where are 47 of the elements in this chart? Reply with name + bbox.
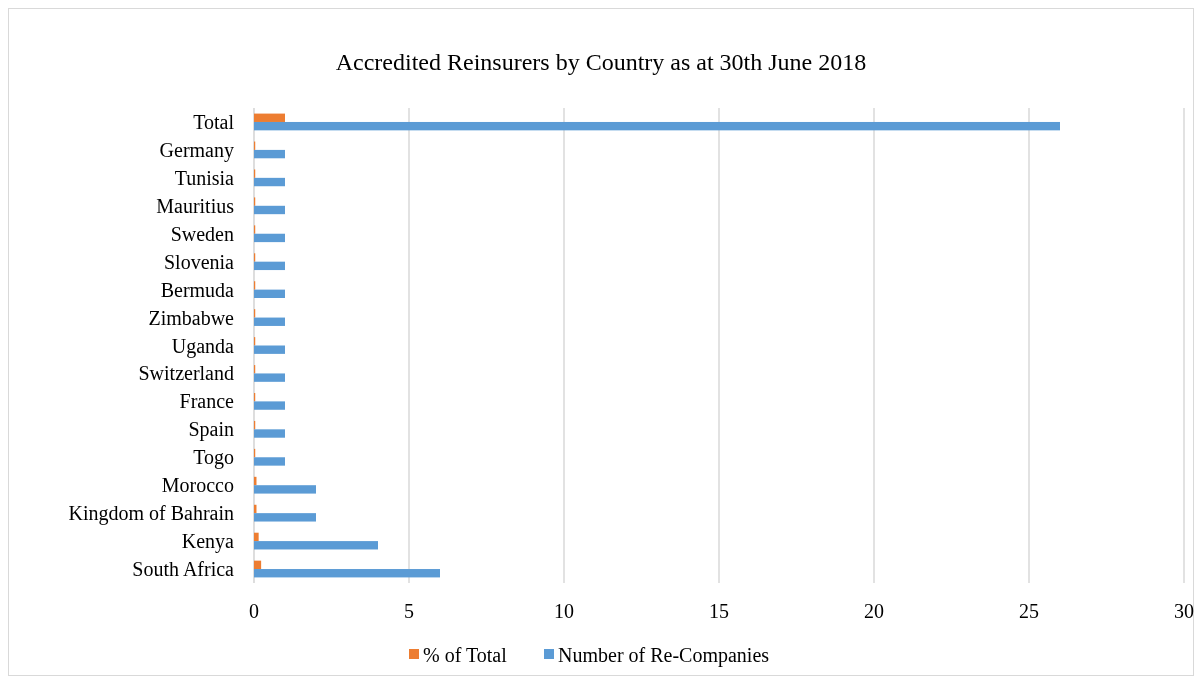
bar	[254, 569, 440, 578]
y-tick-label: Uganda	[171, 334, 235, 358]
bar	[254, 541, 378, 550]
x-tick-label: 30	[1174, 600, 1194, 622]
bar	[254, 261, 285, 271]
x-tick-label: 5	[404, 600, 414, 622]
legend-label: Number of Re-Companies	[558, 644, 770, 667]
bar	[254, 513, 316, 522]
y-tick-label: Mauritius	[156, 194, 235, 217]
y-tick-label: Kenya	[181, 530, 235, 554]
y-tick-label: Spain	[188, 418, 234, 442]
x-tick-label: 20	[864, 600, 884, 622]
bar	[254, 457, 285, 466]
y-tick-label: Slovenia	[164, 250, 235, 273]
y-tick-label: Kingdom of Bahrain	[68, 502, 234, 526]
x-tick-label: 25	[1019, 600, 1039, 622]
bar	[254, 289, 285, 298]
bar	[254, 373, 285, 382]
bar	[254, 205, 285, 215]
bar	[254, 401, 285, 410]
legend-label: % of Total	[423, 644, 508, 666]
y-tick-label: Sweden	[170, 222, 234, 245]
y-tick-label: Zimbabwe	[148, 306, 235, 329]
bar	[254, 429, 285, 438]
bar	[254, 532, 259, 542]
bar	[254, 113, 285, 122]
bar	[254, 317, 285, 326]
y-tick-label: South Africa	[132, 558, 235, 581]
bar	[254, 121, 1060, 131]
x-tick-label: 0	[249, 600, 259, 622]
x-tick-label: 15	[709, 600, 729, 622]
y-tick-label: Morocco	[161, 474, 234, 497]
y-tick-label: Total	[193, 110, 235, 133]
chart-title: Accredited Reinsurers by Country as at 30th June 2018	[335, 49, 867, 75]
bar	[254, 233, 285, 243]
y-tick-label: Switzerland	[138, 362, 234, 385]
bar	[254, 345, 285, 354]
bar	[254, 485, 316, 494]
bar	[254, 177, 285, 187]
y-tick-label: Bermuda	[160, 278, 235, 301]
x-tick-label: 10	[554, 600, 574, 622]
y-tick-label: Tunisia	[174, 166, 235, 189]
y-tick-label: France	[179, 390, 235, 413]
y-tick-label: Germany	[159, 138, 234, 162]
bar	[254, 560, 262, 570]
y-tick-label: Togo	[193, 446, 234, 470]
bar	[254, 149, 285, 159]
